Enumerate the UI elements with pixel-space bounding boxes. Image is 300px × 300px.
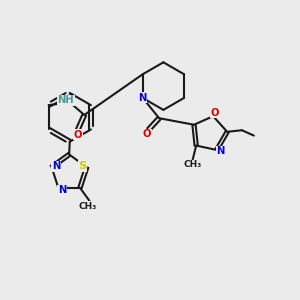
Text: NH: NH	[58, 95, 74, 105]
Text: S: S	[78, 161, 86, 171]
Text: N: N	[216, 146, 224, 156]
Text: CH₃: CH₃	[184, 160, 202, 169]
Text: O: O	[74, 130, 82, 140]
Text: CH₃: CH₃	[79, 202, 97, 211]
Text: N: N	[58, 185, 66, 195]
Text: N: N	[52, 161, 60, 171]
Text: O: O	[143, 129, 152, 139]
Text: O: O	[210, 108, 219, 118]
Text: N: N	[139, 93, 147, 103]
